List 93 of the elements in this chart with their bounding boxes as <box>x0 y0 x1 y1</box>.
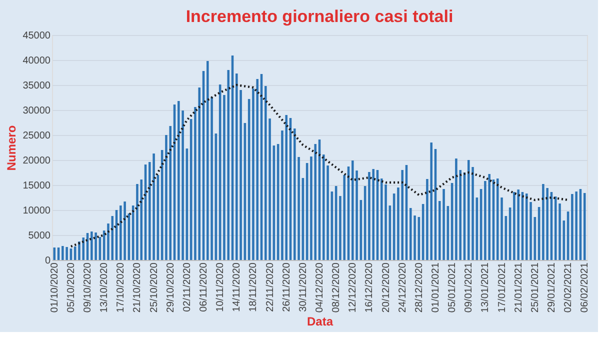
bar <box>94 232 97 260</box>
bar <box>227 70 230 260</box>
y-tick-label: 35000 <box>22 80 51 92</box>
bar <box>380 178 383 260</box>
bar <box>401 170 404 260</box>
bar <box>90 232 93 260</box>
bar <box>322 154 325 260</box>
bar <box>120 206 122 260</box>
bar <box>236 74 238 260</box>
x-tick-label: 20/12/2020 <box>380 262 392 313</box>
bar <box>111 216 114 260</box>
x-axis-title: Data <box>306 314 334 329</box>
bar <box>546 188 548 260</box>
bar <box>78 242 80 260</box>
x-tick-label: 26/11/2020 <box>281 262 292 312</box>
bar <box>368 172 370 260</box>
x-tick-label: 13/01/2021 <box>480 262 492 313</box>
y-tick-label: 45000 <box>22 30 51 42</box>
chart-title: Incremento giornaliero casi totali <box>186 7 454 26</box>
bar <box>467 160 470 260</box>
x-tick-label: 21/10/2020 <box>132 262 144 313</box>
bar <box>124 202 126 260</box>
x-tick-label: 18/11/2020 <box>248 262 260 312</box>
bar <box>409 208 412 260</box>
bar <box>343 175 346 260</box>
y-tick-label: 15000 <box>22 180 51 192</box>
x-tick-label: 17/01/2021 <box>496 262 508 313</box>
bar <box>264 86 267 260</box>
x-tick-label: 24/12/2020 <box>397 262 408 313</box>
x-tick-label: 22/11/2020 <box>264 262 276 312</box>
x-tick-label: 01/10/2020 <box>49 262 60 313</box>
x-tick-label: 16/12/2020 <box>364 262 376 313</box>
y-tick-label: 30000 <box>22 106 51 116</box>
y-tick-label: 25000 <box>22 130 51 142</box>
y-tick-label: 10000 <box>22 206 51 216</box>
bar <box>488 174 490 260</box>
x-tick-label: 28/12/2020 <box>414 262 425 313</box>
x-tick-label: 06/02/2021 <box>580 262 591 313</box>
bar <box>82 238 85 260</box>
x-tick-label: 29/01/2021 <box>546 262 558 313</box>
bar <box>542 184 544 260</box>
x-tick-label: 06/11/2020 <box>198 262 210 312</box>
bar <box>352 160 354 260</box>
x-tick-label: 02/11/2020 <box>182 262 193 312</box>
bar <box>554 196 557 260</box>
y-tick-label: 40000 <box>22 56 51 66</box>
x-tick-label: 09/10/2020 <box>82 262 94 313</box>
x-tick-label: 10/11/2020 <box>215 262 226 312</box>
bar <box>496 178 499 260</box>
bar <box>66 247 68 260</box>
bar <box>178 101 180 260</box>
x-tick-label: 25/10/2020 <box>148 262 160 313</box>
bar <box>525 194 528 260</box>
bar <box>575 192 578 260</box>
x-tick-label: 05/10/2020 <box>66 262 77 313</box>
y-tick-label: 5000 <box>28 230 51 242</box>
bar <box>285 115 288 260</box>
x-tick-label: 08/12/2020 <box>331 262 342 313</box>
bar <box>442 189 445 260</box>
line-series <box>70 84 570 248</box>
bar <box>140 180 143 260</box>
bar <box>372 169 374 260</box>
x-tick-label: 14/11/2020 <box>232 262 243 312</box>
x-tick-label: 21/01/2021 <box>513 262 524 313</box>
x-tick-label: 01/01/2021 <box>430 262 442 313</box>
y-axis-title: Numero <box>4 125 19 171</box>
bar <box>571 194 574 260</box>
bar <box>314 144 316 260</box>
x-tick-label: 17/10/2020 <box>116 262 127 313</box>
x-tick-label: 25/01/2021 <box>530 262 541 313</box>
bar <box>513 192 516 260</box>
y-tick-label: 20000 <box>22 156 51 166</box>
bar <box>455 158 458 260</box>
bar <box>206 61 209 260</box>
bar <box>62 246 64 260</box>
bar <box>583 193 586 260</box>
x-tick-label: 30/11/2020 <box>298 262 309 312</box>
bar <box>256 79 258 260</box>
bar <box>198 88 201 260</box>
bar <box>294 128 296 260</box>
y-tick-label: 0 <box>44 256 51 266</box>
bar <box>53 248 56 260</box>
x-tick-label: 29/10/2020 <box>165 262 176 313</box>
x-tick-label: 13/10/2020 <box>99 262 110 313</box>
x-tick-label: 12/12/2020 <box>348 262 359 313</box>
bar <box>152 154 155 260</box>
bar <box>169 126 172 260</box>
x-tick-label: 02/02/2021 <box>563 262 574 313</box>
bar <box>517 190 520 260</box>
bar <box>430 142 432 260</box>
x-tick-label: 09/01/2021 <box>464 262 475 313</box>
x-tick-label: 05/01/2021 <box>447 262 458 313</box>
x-tick-label: 04/12/2020 <box>314 262 326 313</box>
